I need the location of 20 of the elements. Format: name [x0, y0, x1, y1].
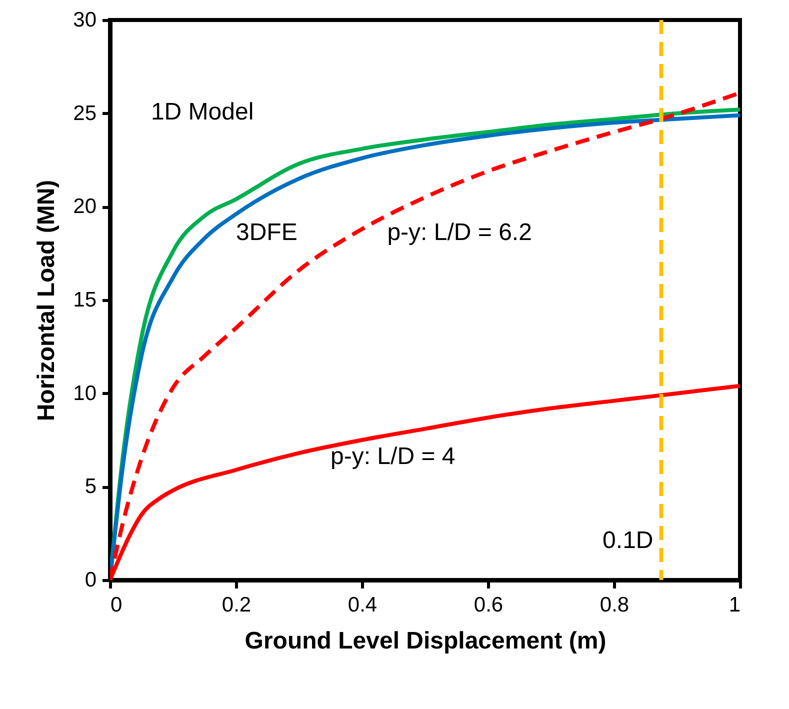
x-tick-label: 1: [728, 594, 740, 616]
y-tick-label: 30: [73, 8, 96, 32]
y-tick-label: 10: [73, 382, 96, 405]
y-tick-label: 5: [84, 475, 96, 498]
x-tick-label: 0.2: [222, 594, 252, 616]
x-tick-label: 0: [110, 594, 122, 616]
text: 1D Model: [150, 98, 254, 126]
series-label: p-y: L/D = 6.2: [387, 218, 532, 246]
x-axis-title: Ground Level Displacement (m): [244, 628, 606, 654]
ref-line-label: 0.1D: [602, 526, 654, 554]
x-tick-label: 0.6: [474, 594, 504, 616]
series-label: 3DFE: [236, 218, 298, 246]
y-tick-label: 15: [73, 288, 96, 312]
series-label: p-y: L/D = 4: [330, 442, 456, 470]
y-tick-label: 0: [84, 568, 96, 592]
x-tick-label: 0.4: [348, 594, 378, 616]
y-tick-label: 25: [73, 102, 96, 125]
y-axis-title: Horizontal Load (MN): [33, 180, 60, 422]
x-tick-label: 0.8: [600, 594, 630, 616]
y-tick-label: 20: [73, 195, 96, 218]
